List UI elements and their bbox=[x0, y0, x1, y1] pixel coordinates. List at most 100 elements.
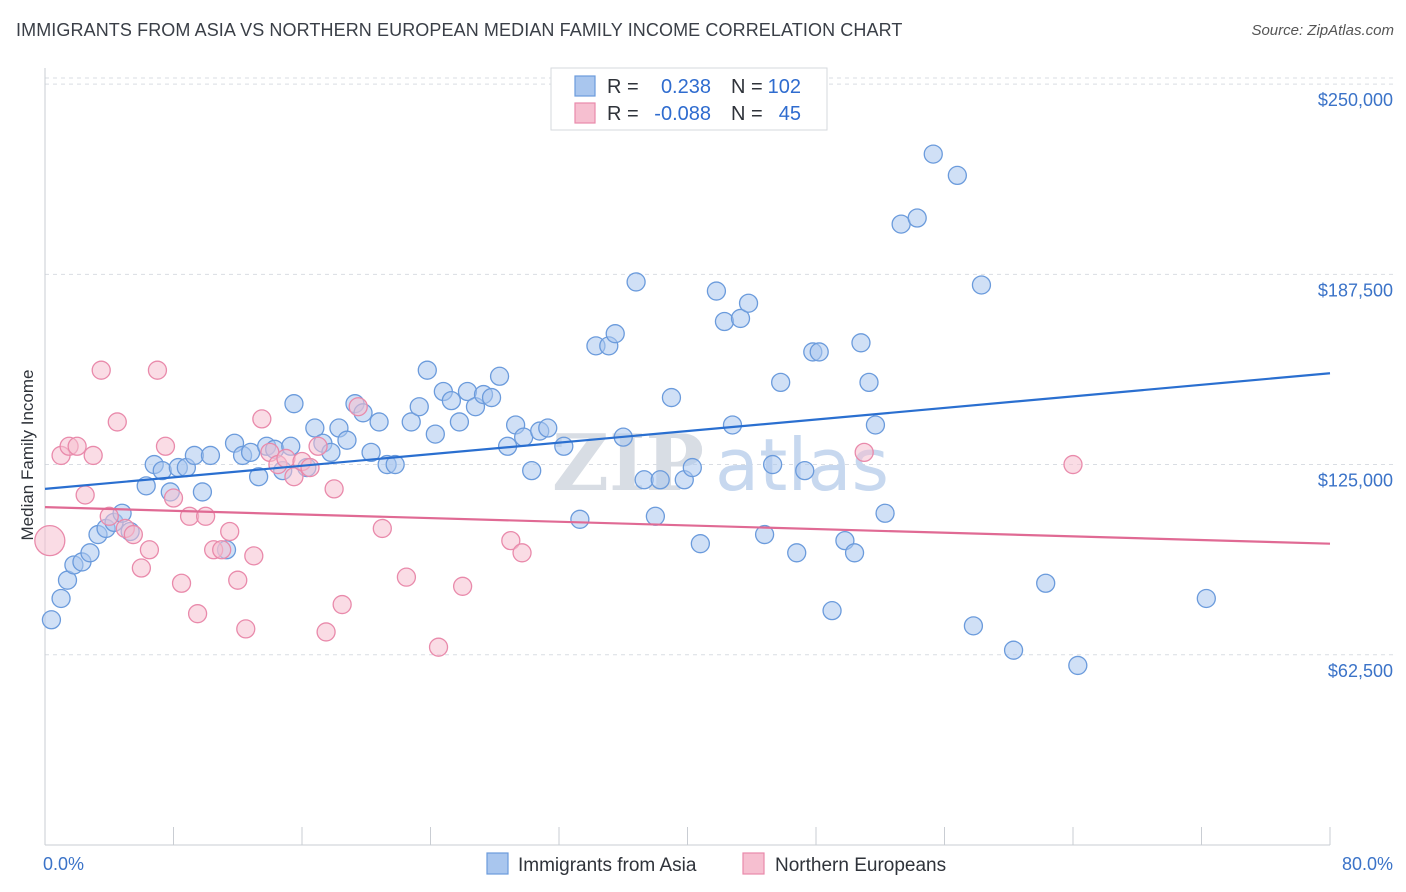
northern-european-point bbox=[332, 594, 352, 615]
asia-point bbox=[626, 272, 646, 292]
northern-european-point bbox=[187, 604, 208, 624]
asia-point bbox=[1003, 640, 1024, 660]
axis-layer: $62,500 $125,000 $187,500 $250,000 0.0% 80.0%… bbox=[18, 68, 1393, 874]
asia-point bbox=[650, 470, 670, 490]
northern-european-point bbox=[212, 540, 232, 560]
northern-european-point bbox=[452, 576, 473, 596]
chart-source: Source: ZipAtlas.com bbox=[1251, 22, 1394, 39]
northern-european-point bbox=[123, 524, 143, 545]
asia-point bbox=[605, 324, 625, 344]
northern-european-point bbox=[501, 530, 521, 551]
northern-european-point bbox=[171, 573, 192, 593]
asia-point bbox=[489, 366, 510, 386]
asia-point bbox=[865, 415, 886, 435]
northern-european-point bbox=[324, 479, 344, 499]
points-layer bbox=[34, 144, 1216, 676]
legend-swatch bbox=[574, 75, 596, 97]
northern-european-point bbox=[1063, 454, 1083, 475]
legend-n-label: N = bbox=[731, 103, 763, 125]
legend-r-value: 0.238 bbox=[661, 76, 711, 98]
asia-point bbox=[522, 460, 542, 481]
asia-point bbox=[369, 412, 389, 432]
y-axis-label: Median Family Income bbox=[18, 369, 37, 540]
y-tick-label: $62,500 bbox=[1328, 661, 1393, 681]
legend-n-value: 102 bbox=[768, 76, 801, 98]
northern-european-point bbox=[348, 397, 368, 417]
asia-point bbox=[787, 543, 807, 563]
asia-point bbox=[859, 372, 879, 393]
bottom-legend-swatch bbox=[742, 852, 765, 875]
asia-point bbox=[136, 476, 156, 496]
asia-point bbox=[907, 208, 927, 228]
y-tick-label: $187,500 bbox=[1318, 280, 1393, 300]
northern-european-point bbox=[236, 619, 256, 639]
asia-point bbox=[963, 616, 984, 636]
northern-european-point bbox=[75, 485, 95, 505]
asia-point bbox=[417, 360, 437, 380]
legend-swatch bbox=[574, 102, 596, 124]
northern-european-point bbox=[252, 409, 272, 429]
northern-european-point bbox=[228, 570, 248, 590]
asia-point bbox=[51, 588, 71, 609]
northern-european-point bbox=[131, 558, 152, 578]
asia-point bbox=[425, 424, 445, 444]
asia-point bbox=[240, 442, 261, 463]
northern-european-point bbox=[854, 442, 874, 463]
legend-r-label: R = bbox=[607, 103, 639, 125]
asia-point bbox=[514, 427, 534, 447]
northern-european-point bbox=[276, 448, 296, 469]
asia-point bbox=[738, 293, 759, 313]
asia-point bbox=[337, 430, 357, 450]
legend-n-label: N = bbox=[731, 76, 763, 98]
asia-point bbox=[570, 509, 590, 529]
asia-point bbox=[730, 308, 751, 329]
asia-point bbox=[690, 534, 710, 554]
asia-point bbox=[41, 610, 62, 630]
asia-point bbox=[891, 214, 911, 234]
asia-point bbox=[795, 460, 815, 481]
asia-point bbox=[449, 412, 470, 432]
y-tick-label: $125,000 bbox=[1318, 471, 1393, 491]
asia-point bbox=[184, 445, 205, 466]
bottom-legend-label: Northern Europeans bbox=[775, 855, 946, 876]
asia-point bbox=[401, 412, 421, 432]
northern-european-point bbox=[316, 622, 336, 642]
asia-point bbox=[1196, 588, 1216, 609]
asia-point bbox=[947, 165, 967, 186]
asia-trend-line bbox=[44, 372, 1331, 490]
northern-european-point bbox=[195, 506, 216, 526]
asia-point bbox=[80, 543, 100, 563]
asia-point bbox=[248, 467, 269, 487]
northern-european-point bbox=[34, 524, 66, 557]
northern-european-point bbox=[91, 360, 111, 380]
northern-european-point bbox=[99, 506, 119, 526]
asia-point bbox=[722, 415, 743, 435]
asia-point bbox=[538, 418, 558, 438]
asia-point bbox=[361, 442, 381, 463]
northern-european-point bbox=[308, 436, 328, 456]
northern-european-point bbox=[67, 436, 87, 456]
northern-european-point bbox=[107, 412, 127, 432]
x-tick-label-min: 0.0% bbox=[43, 854, 84, 874]
asia-point bbox=[441, 390, 462, 411]
northern-european-point bbox=[147, 360, 168, 380]
northern-european-point bbox=[163, 488, 184, 508]
asia-point bbox=[661, 387, 682, 408]
northern-european-point bbox=[300, 457, 320, 478]
trend-layer bbox=[44, 372, 1331, 545]
legend-r-value: -0.088 bbox=[654, 103, 711, 125]
northern-european-point bbox=[372, 518, 392, 539]
northern-european-point bbox=[428, 637, 449, 657]
legend-r-label: R = bbox=[607, 76, 639, 98]
asia-point bbox=[634, 470, 654, 490]
bottom-legend-swatch bbox=[486, 852, 509, 875]
y-tick-label: $250,000 bbox=[1318, 90, 1393, 110]
asia-point bbox=[192, 482, 213, 502]
asia-point bbox=[809, 342, 829, 362]
x-tick-label-max: 80.0% bbox=[1342, 854, 1393, 874]
asia-point bbox=[923, 144, 943, 164]
asia-point bbox=[645, 506, 666, 526]
asia-point bbox=[822, 600, 842, 621]
northern-european-point bbox=[396, 567, 417, 587]
asia-point bbox=[682, 457, 702, 478]
